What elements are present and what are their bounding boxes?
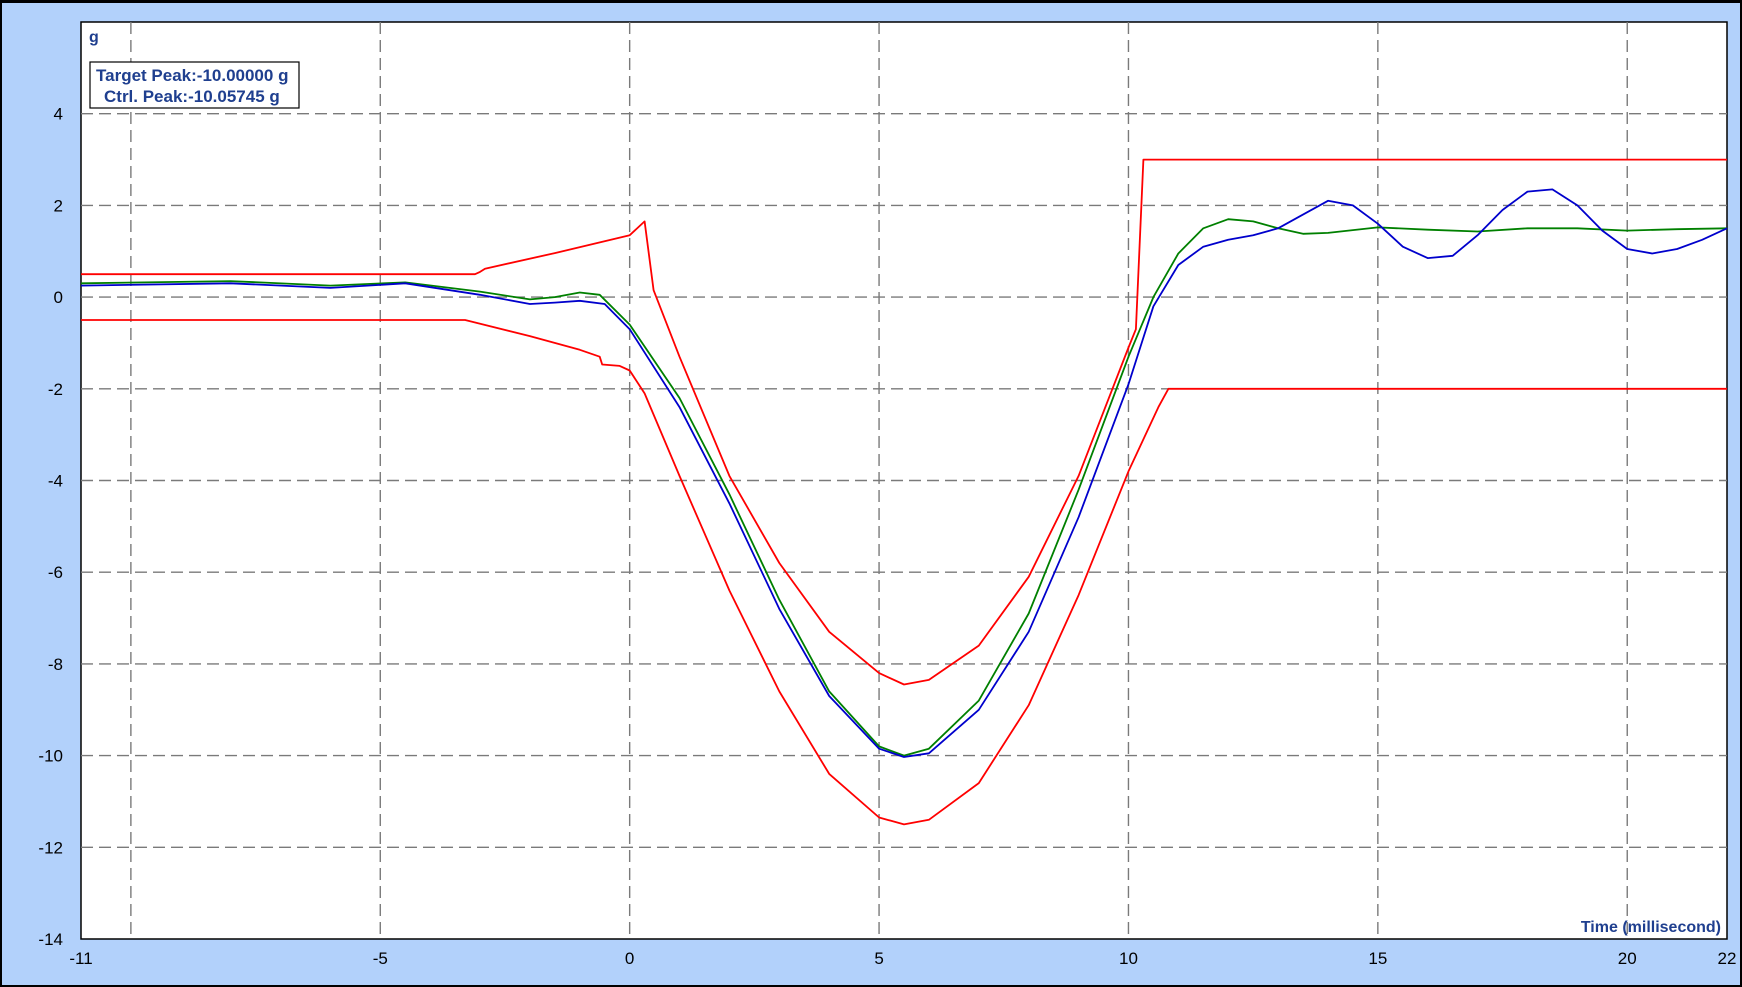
x-tick-label: 5 bbox=[874, 949, 883, 968]
y-tick-label: -14 bbox=[38, 930, 63, 949]
x-tick-label: -11 bbox=[69, 949, 92, 968]
x-tick-label: 15 bbox=[1368, 949, 1387, 968]
x-tick-label: -5 bbox=[373, 949, 388, 968]
y-tick-label: -4 bbox=[48, 472, 63, 491]
y-tick-label: -12 bbox=[38, 838, 63, 857]
x-tick-label: 22 bbox=[1718, 949, 1737, 968]
ctrl-peak-label: Ctrl. Peak:-10.05745 g bbox=[104, 87, 280, 106]
x-tick-label: 20 bbox=[1618, 949, 1637, 968]
x-tick-label: 10 bbox=[1119, 949, 1138, 968]
y-tick-label: -10 bbox=[38, 747, 63, 766]
y-tick-label: 0 bbox=[54, 288, 63, 307]
y-tick-label: -2 bbox=[48, 380, 63, 399]
x-axis-title: Time (millisecond) bbox=[1581, 919, 1721, 936]
target-peak-label: Target Peak:-10.00000 g bbox=[96, 66, 288, 85]
y-tick-label: 2 bbox=[54, 196, 63, 215]
y-unit-label: g bbox=[89, 29, 99, 46]
y-tick-label: 4 bbox=[54, 105, 63, 124]
x-tick-label: 0 bbox=[625, 949, 634, 968]
y-tick-label: -6 bbox=[48, 563, 63, 582]
y-tick-label: -8 bbox=[48, 655, 63, 674]
